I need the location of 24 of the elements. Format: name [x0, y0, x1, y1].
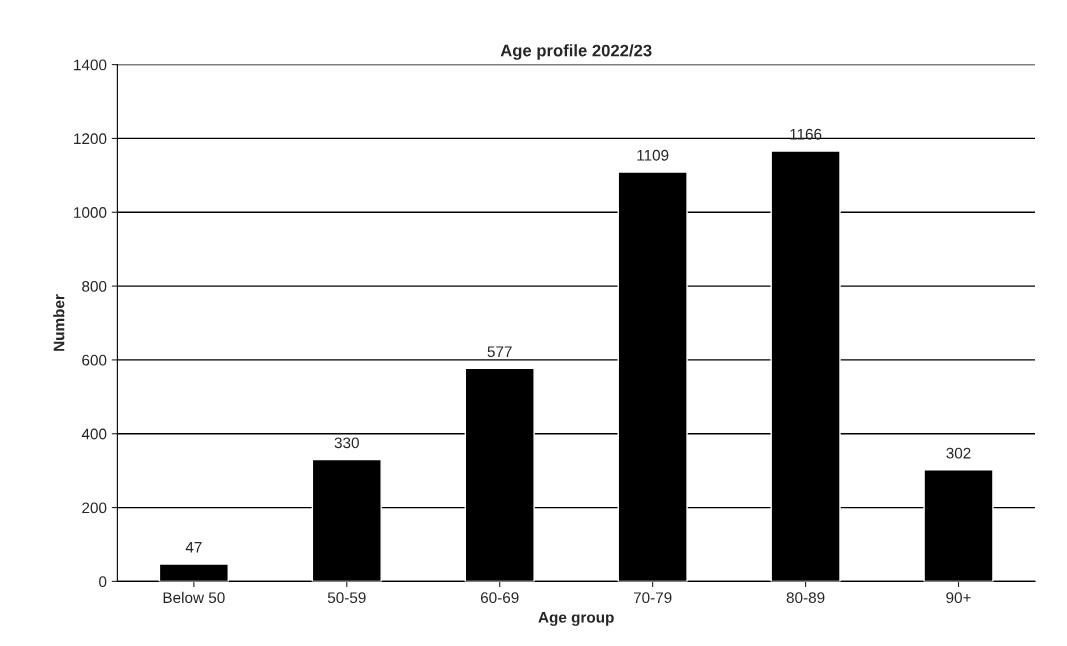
y-tick-label: 200	[82, 502, 107, 514]
x-tick-label: 60-69	[480, 592, 519, 604]
x-tick-label: 80-89	[786, 592, 825, 604]
data-label: 1109	[637, 149, 669, 161]
y-tick-label: 1200	[74, 133, 107, 145]
x-tick-label: 50-59	[327, 592, 366, 604]
y-tick-label: 400	[81, 428, 107, 440]
data-label: 577	[487, 346, 512, 358]
data-label: 330	[334, 437, 359, 449]
y-tick-label: 600	[82, 354, 107, 366]
y-axis-title: Number	[53, 294, 65, 351]
data-label: 1166	[790, 128, 822, 140]
y-tick-label: 1400	[74, 59, 107, 71]
chart-title: Age profile 2022/23	[500, 44, 652, 60]
data-label: 302	[946, 447, 971, 459]
x-tick-label: 70-79	[633, 592, 672, 604]
x-tick-label: Below 50	[163, 591, 225, 604]
x-tick-label: 90+	[946, 592, 971, 604]
y-tick-label: 0	[99, 576, 107, 588]
bar	[158, 563, 229, 582]
y-tick-label: 1000	[74, 207, 107, 218]
y-tick-label: 800	[82, 280, 107, 292]
x-axis-title: Age group	[538, 612, 614, 626]
data-label: 47	[185, 542, 202, 553]
